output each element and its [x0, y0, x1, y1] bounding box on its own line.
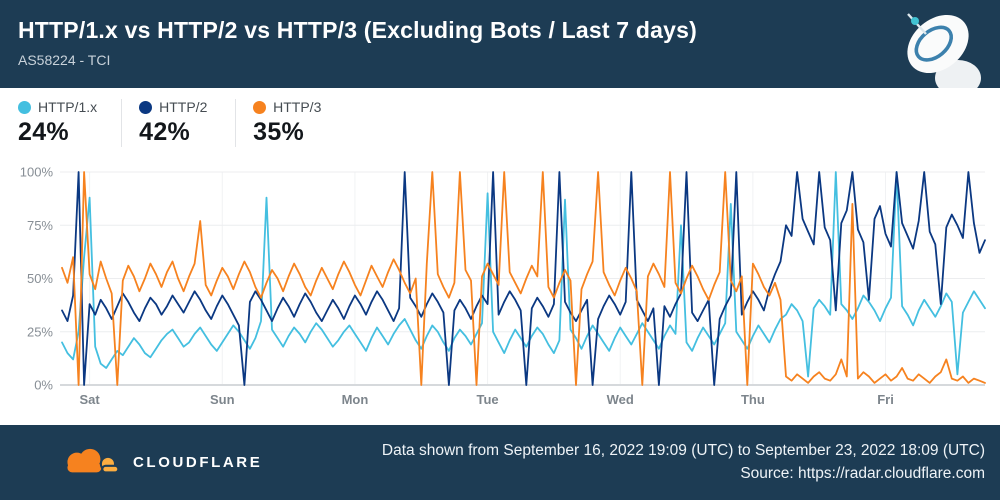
- page-title: HTTP/1.x vs HTTP/2 vs HTTP/3 (Excluding …: [18, 17, 697, 43]
- radar-dish-icon: [907, 13, 981, 88]
- line-chart: 0% 25% 50% 75% 100% Sat Sun Mon Tue Wed Thu Fri: [0, 150, 1000, 425]
- legend-value-http1x: 24%: [18, 118, 69, 146]
- footer-banner: CLOUDFLARE Data shown from September 16,…: [0, 425, 1000, 500]
- cloudflare-brand: CLOUDFLARE: [58, 446, 262, 480]
- footer-source-link[interactable]: Source: https://radar.cloudflare.com: [740, 464, 985, 482]
- x-axis-tick-label-Mon: Mon: [342, 392, 369, 407]
- series-line-http3: [61, 171, 986, 386]
- series-line-http2: [61, 171, 986, 386]
- legend-item-http3: HTTP/3 35%: [253, 99, 349, 147]
- x-axis-tick-label-Thu: Thu: [741, 392, 765, 407]
- header-banner: HTTP/1.x vs HTTP/2 vs HTTP/3 (Excluding …: [0, 0, 1000, 88]
- cloudflare-logo-icon: [67, 448, 120, 473]
- legend-label-http2: HTTP/2: [159, 99, 208, 115]
- x-axis-tick-label-Sat: Sat: [80, 392, 101, 407]
- chart-canvas: 0% 25% 50% 75% 100% Sat Sun Mon Tue Wed Thu Fri: [20, 165, 986, 407]
- legend-dot-http1x-icon: [18, 100, 31, 114]
- y-axis-tick-label: 100%: [20, 165, 54, 180]
- cloudflare-wordmark: CLOUDFLARE: [133, 454, 263, 471]
- footer-date-range: Data shown from September 16, 2022 19:09…: [381, 442, 985, 460]
- x-axis-tick-label-Fri: Fri: [877, 392, 894, 407]
- legend-dot-http2-icon: [139, 100, 153, 114]
- y-axis-tick-label: 50%: [27, 271, 53, 286]
- x-axis-tick-label-Tue: Tue: [476, 392, 498, 407]
- legend-item-http1x: HTTP/1.x 24%: [18, 99, 123, 147]
- legend-dot-http3-icon: [253, 100, 267, 114]
- x-axis-tick-label-Wed: Wed: [607, 392, 634, 407]
- y-axis-tick-label: 0%: [34, 378, 53, 393]
- legend-value-http3: 35%: [253, 118, 305, 146]
- legend-label-http1x: HTTP/1.x: [38, 99, 98, 115]
- y-axis-tick-label: 75%: [27, 218, 53, 233]
- page-subtitle: AS58224 - TCI: [18, 52, 111, 68]
- x-axis-tick-label-Sun: Sun: [210, 392, 235, 407]
- legend-item-http2: HTTP/2 42%: [139, 99, 237, 147]
- legend-label-http3: HTTP/3: [273, 99, 322, 115]
- y-axis-tick-label: 25%: [27, 324, 53, 339]
- legend-value-http2: 42%: [139, 118, 191, 146]
- legend: HTTP/1.x 24% HTTP/2 42% HTTP/3 35%: [0, 88, 1000, 150]
